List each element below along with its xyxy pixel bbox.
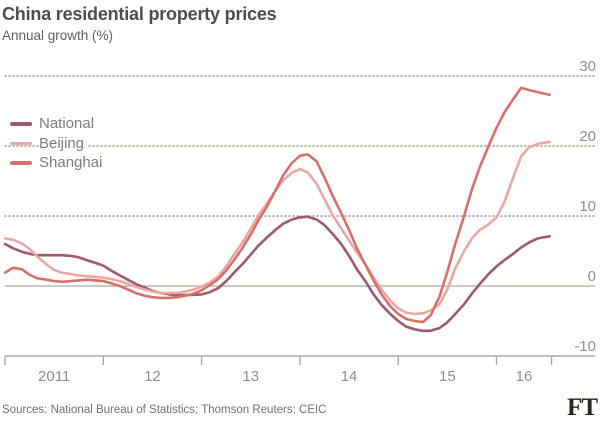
legend-item-national: National [10, 114, 105, 134]
chart-title: China residential property prices [2, 4, 277, 24]
legend-swatch-national [10, 122, 32, 126]
legend-item-shanghai: Shanghai [10, 153, 106, 173]
x-axis-label: 14 [341, 368, 358, 385]
sources-note: Sources: National Bureau of Statistics; … [2, 404, 327, 416]
legend: National Beijing Shanghai [10, 114, 106, 173]
x-axis-label: 2011 [38, 368, 70, 385]
y-axis-label: -10 [574, 338, 596, 355]
series-line-shanghai [3, 86, 551, 324]
legend-swatch-beijing [10, 141, 32, 145]
chart-subtitle: Annual growth (%) [2, 28, 114, 43]
series-line-national [3, 215, 551, 333]
x-axis-label: 12 [144, 368, 161, 385]
x-axis-label: 15 [439, 368, 456, 385]
ft-logo: FT [567, 394, 598, 421]
x-axis-label: 16 [516, 368, 533, 385]
legend-label-beijing: Beijing [39, 134, 88, 152]
y-axis-label: 20 [579, 128, 596, 145]
x-axis-label: 13 [242, 368, 259, 385]
legend-label-national: National [39, 115, 98, 133]
legend-item-beijing: Beijing [10, 134, 105, 154]
legend-label-shanghai: Shanghai [39, 154, 106, 172]
y-axis-label: 10 [579, 198, 596, 215]
y-axis-label: 0 [588, 268, 596, 285]
y-axis-label: 30 [579, 58, 596, 75]
legend-swatch-shanghai [10, 161, 32, 165]
